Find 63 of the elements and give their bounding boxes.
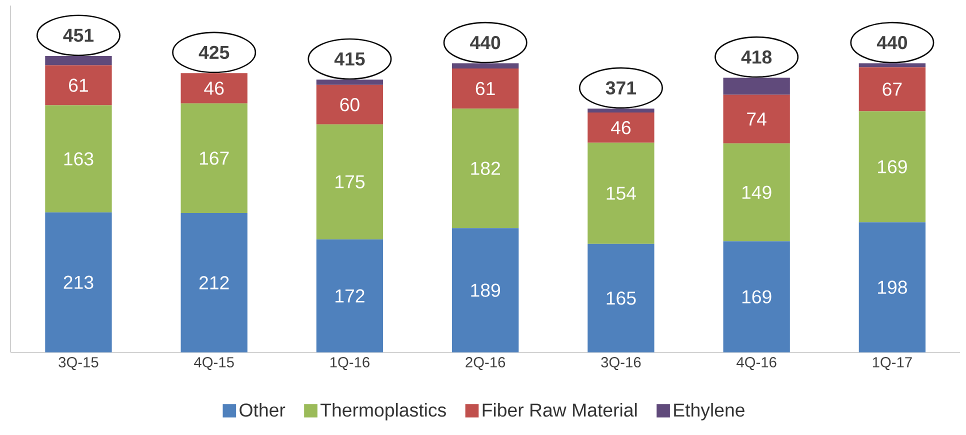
- bar: [180, 213, 248, 352]
- x-tick-label: 1Q-16: [330, 357, 370, 370]
- x-tick-label: 1Q-17: [872, 357, 912, 370]
- total-label: 451: [63, 28, 94, 42]
- total-label: 371: [606, 81, 636, 95]
- bar: [588, 244, 654, 352]
- x-tick-label: 3Q-16: [601, 357, 641, 370]
- data-label: 163: [64, 152, 94, 166]
- total-label: 415: [334, 52, 365, 66]
- data-label: 169: [742, 290, 772, 304]
- bar: [588, 112, 654, 143]
- data-label: 61: [476, 82, 495, 96]
- total-label: 418: [741, 50, 772, 64]
- legend-label: Other: [240, 403, 286, 417]
- bar: [45, 65, 112, 106]
- bar: [588, 142, 654, 244]
- x-tick-label: 4Q-16: [736, 357, 776, 370]
- bar: [45, 212, 112, 352]
- data-label: 198: [878, 280, 907, 294]
- bar: [452, 108, 519, 228]
- bar: [588, 108, 654, 113]
- bar: [452, 68, 519, 109]
- bar: [452, 63, 519, 69]
- bar: [858, 67, 926, 112]
- data-label: 46: [610, 121, 631, 134]
- data-label: 67: [882, 82, 902, 96]
- data-label: 60: [340, 98, 360, 112]
- data-label: 74: [747, 112, 766, 126]
- legend-label: Thermoplastics: [320, 403, 446, 420]
- data-label: 154: [606, 186, 636, 200]
- data-label: 175: [336, 175, 364, 188]
- data-label: 182: [471, 162, 500, 175]
- x-tick-label: 3Q-15: [58, 357, 98, 370]
- data-label: 149: [742, 186, 772, 199]
- bar: [858, 222, 926, 352]
- data-label: 172: [336, 289, 364, 302]
- x-tick-label: 4Q-15: [194, 357, 234, 370]
- bar: [45, 105, 112, 212]
- total-label: 440: [876, 36, 908, 50]
- bar: [316, 84, 384, 124]
- data-label: 213: [64, 276, 94, 289]
- total-label: 440: [470, 36, 500, 50]
- data-label: 165: [606, 292, 636, 305]
- bar: [316, 124, 384, 240]
- bar: [316, 239, 384, 352]
- legend-label: Fiber Raw Material: [482, 403, 637, 417]
- legend-label: Ethylene: [674, 403, 744, 420]
- bar: [316, 80, 384, 85]
- data-label: 46: [204, 82, 224, 95]
- bar: [180, 103, 248, 214]
- data-label: 212: [199, 276, 229, 290]
- bar: [858, 111, 926, 222]
- total-label: 425: [198, 46, 230, 60]
- bar: [45, 56, 112, 66]
- bar: [723, 94, 790, 144]
- bar: [723, 241, 790, 352]
- data-label: 169: [878, 160, 907, 174]
- x-tick-label: 2Q-16: [466, 357, 506, 370]
- bar: [723, 143, 790, 242]
- data-label: 61: [69, 78, 88, 92]
- bar: [452, 228, 519, 352]
- data-label: 189: [471, 284, 500, 297]
- data-label: 167: [200, 152, 229, 165]
